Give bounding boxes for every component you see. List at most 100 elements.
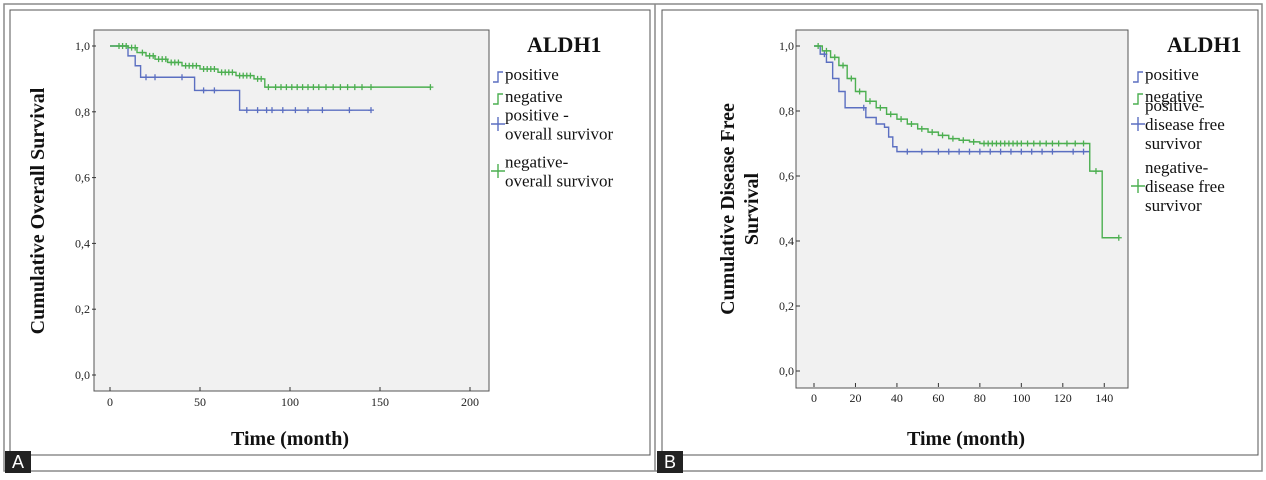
censor-mark-positive (956, 148, 963, 155)
legend-label: negative-disease free survivor (1145, 158, 1225, 215)
censor-mark-negative (840, 62, 847, 69)
censor-mark-negative (368, 84, 374, 91)
censor-mark-negative (229, 69, 236, 76)
x-tick-label: 150 (371, 395, 389, 409)
censor-mark-positive (935, 148, 942, 155)
legend-swatch-censor (1131, 179, 1145, 193)
censor-mark-negative (351, 84, 358, 91)
censor-mark-negative (1030, 140, 1037, 147)
censor-mark-positive (211, 87, 218, 94)
legend-title: ALDH1 (527, 32, 602, 57)
x-tick-label: 40 (891, 391, 903, 405)
censor-mark-positive (152, 74, 158, 81)
y-tick-label: 0,2 (75, 302, 90, 316)
censor-mark-positive (292, 107, 299, 114)
y-tick-label: 0,2 (779, 299, 794, 313)
x-tick-label: 200 (461, 395, 479, 409)
censor-mark-negative (1080, 140, 1087, 147)
legend-swatch-censor (491, 164, 505, 178)
censor-mark-positive (945, 148, 952, 155)
censor-mark-positive (1049, 148, 1056, 155)
censor-mark-negative (1115, 234, 1122, 241)
x-tick-label: 100 (1012, 391, 1030, 405)
censor-mark-negative (247, 72, 254, 79)
series-line-negative (110, 45, 431, 88)
censor-mark-negative (272, 84, 279, 91)
x-tick-label: 0 (811, 391, 817, 405)
y-axis-label: Cumulative Overall Survival (27, 87, 49, 334)
censor-mark-negative (1049, 140, 1056, 147)
censor-mark-negative (929, 129, 936, 136)
censor-mark-negative (315, 84, 322, 91)
legend-title: ALDH1 (1167, 32, 1242, 57)
chart-a-layer: 0,0 0,2 0,4 0,6 0,8 1,0 0 50 100 150 200 Time (mont… (27, 32, 613, 450)
y-tick-label: 0,8 (779, 104, 794, 118)
y-tick-label: 1,0 (779, 39, 794, 53)
x-tick-label: 80 (974, 391, 986, 405)
censor-mark-positive (976, 148, 983, 155)
censor-mark-negative (1092, 168, 1099, 175)
censor-mark-negative (887, 111, 894, 118)
legend-swatch-step (1133, 71, 1143, 83)
x-tick-label: 60 (932, 391, 944, 405)
censor-mark-negative (918, 125, 925, 132)
censor-mark-positive (263, 107, 270, 114)
censor-mark-positive (987, 148, 994, 155)
censor-mark-negative (278, 84, 284, 91)
censor-mark-positive (1070, 148, 1077, 155)
legend-swatch-censor (1131, 117, 1145, 131)
censor-mark-negative (359, 84, 365, 91)
censor-mark-negative (288, 84, 295, 91)
censor-mark-positive (200, 87, 207, 94)
censor-mark-negative (294, 84, 301, 91)
legend-swatch-step (493, 93, 503, 105)
censor-mark-negative (831, 54, 838, 61)
censor-mark-negative (299, 84, 306, 91)
censor-mark-positive (179, 74, 185, 81)
legend-label: negative (1145, 87, 1203, 106)
censor-mark-negative (265, 84, 272, 91)
censor-mark-negative (856, 88, 863, 95)
legend-label: positive (1145, 65, 1199, 84)
censor-mark-negative (175, 59, 182, 66)
x-tick-label: 140 (1095, 391, 1113, 405)
censor-mark-negative (877, 104, 884, 111)
censor-mark-negative (970, 138, 977, 145)
legend-swatch-censor (491, 117, 505, 131)
censor-mark-negative (344, 84, 351, 91)
series-line-positive (110, 45, 371, 111)
censor-mark-negative (1043, 140, 1050, 147)
censor-mark-positive (1039, 148, 1046, 155)
panel-a: 0,0 0,2 0,4 0,6 0,8 1,0 0 50 100 150 200 Time (mont… (9, 9, 651, 456)
censor-mark-negative (1024, 140, 1031, 147)
legend-swatch-step (493, 71, 503, 83)
censor-mark-positive (269, 107, 275, 114)
panel-b-plot-background (795, 29, 1129, 389)
censor-mark-negative (1036, 140, 1043, 147)
censor-mark-positive (254, 107, 261, 114)
censor-mark-negative (939, 132, 946, 139)
censor-mark-positive (305, 107, 311, 114)
censor-mark-negative (323, 84, 329, 91)
censor-mark-negative (162, 56, 169, 63)
legend-label: negative-overall survivor (505, 153, 613, 191)
x-axis-label: Time (month) (907, 428, 1025, 450)
censor-mark-negative (150, 52, 157, 59)
censor-mark-negative (960, 137, 967, 144)
censor-mark-negative (1063, 140, 1070, 147)
censor-mark-negative (866, 98, 873, 105)
x-tick-label: 100 (281, 395, 299, 409)
panel-b: 0,0 0,2 0,4 0,6 0,8 1,0 0 20 40 60 80 100 120 140 Time… (661, 9, 1259, 456)
censor-mark-positive (346, 107, 353, 114)
censor-mark-negative (330, 84, 337, 91)
censor-mark-negative (193, 62, 200, 69)
censor-mark-negative (898, 116, 905, 123)
censor-mark-negative (258, 75, 265, 82)
censor-mark-negative (848, 75, 855, 82)
y-tick-label: 0,6 (779, 169, 794, 183)
legend-label: positive (505, 65, 559, 84)
y-tick-label: 0,6 (75, 171, 90, 185)
censor-mark-positive (1018, 148, 1025, 155)
